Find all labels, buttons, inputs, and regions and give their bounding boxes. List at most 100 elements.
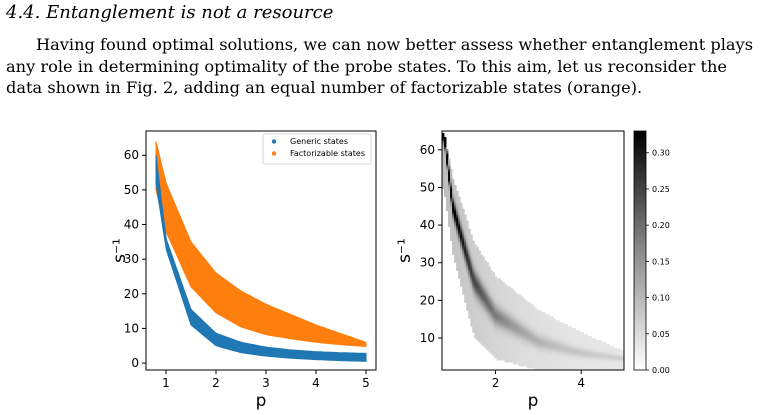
heatmap-cell — [482, 338, 485, 341]
heatmap-cell — [526, 334, 530, 337]
heatmap-cell — [492, 296, 495, 299]
heatmap-cell — [533, 348, 536, 351]
heatmap-cell — [444, 150, 447, 154]
heatmap-cell — [474, 266, 477, 269]
heatmap-cell — [537, 342, 540, 345]
heatmap-cell — [547, 318, 550, 321]
heatmap-cell — [565, 330, 568, 333]
heatmap-cell — [526, 332, 530, 335]
heatmap-cell — [446, 198, 449, 202]
heatmap-cell — [547, 344, 550, 347]
heatmap-cell — [464, 296, 467, 299]
heatmap-cell — [458, 276, 461, 279]
heatmap-cell — [526, 346, 530, 349]
heatmap-cell — [551, 338, 554, 341]
heatmap-cell — [462, 232, 465, 235]
heatmap-cell — [484, 336, 487, 339]
heatmap-cell — [581, 338, 584, 341]
heatmap-cell — [504, 344, 508, 347]
heatmap-cell — [486, 324, 489, 327]
heatmap-cell — [488, 312, 491, 315]
heatmap-cell — [486, 278, 489, 281]
heatmap-cell — [476, 330, 479, 333]
heatmap-cell — [591, 364, 595, 367]
heatmap-cell — [474, 328, 477, 331]
heatmap-cell — [492, 334, 495, 337]
heatmap-cell — [603, 350, 607, 353]
heatmap-cell — [589, 368, 593, 370]
heatmap-cell — [512, 314, 516, 317]
heatmap-cell — [508, 346, 512, 349]
heatmap-cell — [482, 308, 485, 311]
heatmap-cell — [593, 364, 597, 367]
heatmap-cell — [478, 338, 481, 341]
heatmap-cell — [514, 310, 518, 313]
heatmap-cell — [498, 284, 502, 287]
heatmap-cell — [466, 292, 469, 295]
heatmap-cell — [605, 348, 609, 351]
heatmap-cell — [575, 362, 578, 365]
heatmap-cell — [512, 338, 516, 341]
heatmap-cell — [528, 324, 532, 327]
heatmap-cell — [476, 292, 479, 295]
heatmap-cell — [619, 358, 623, 361]
heatmap-cell — [496, 300, 500, 303]
heatmap-cell — [581, 336, 584, 339]
heatmap-cell — [480, 302, 483, 305]
heatmap-cell — [549, 364, 552, 367]
heatmap-cell — [462, 264, 465, 267]
heatmap-cell — [486, 302, 489, 305]
heatmap-cell — [470, 250, 473, 253]
heatmap-cell — [514, 294, 518, 297]
y-tick-label: 60 — [124, 148, 139, 162]
heatmap-cell — [510, 338, 514, 341]
heatmap-cell — [460, 206, 463, 210]
heatmap-cell — [607, 352, 611, 355]
heatmap-cell — [549, 340, 552, 343]
heatmap-cell — [490, 344, 493, 347]
heatmap-cell — [541, 352, 544, 355]
heatmap-cell — [442, 154, 445, 158]
heatmap-cell — [557, 338, 560, 341]
heatmap-cell — [533, 344, 536, 347]
heatmap-cell — [476, 260, 479, 263]
heatmap-cell — [498, 328, 502, 331]
heatmap-cell — [528, 316, 532, 319]
heatmap-cell — [595, 366, 599, 369]
heatmap-cell — [530, 320, 534, 323]
heatmap-cell — [486, 292, 489, 295]
heatmap-cell — [456, 260, 459, 263]
heatmap-cell — [547, 342, 550, 345]
heatmap-cell — [464, 260, 467, 263]
heatmap-cell — [569, 348, 572, 351]
heatmap-cell — [454, 206, 457, 210]
heatmap-cell — [478, 276, 481, 279]
heatmap-cell — [488, 308, 491, 311]
heatmap-cell — [466, 252, 469, 255]
heatmap-cell — [524, 340, 528, 343]
heatmap-cell — [484, 278, 487, 281]
heatmap-cell — [597, 350, 601, 353]
heatmap-cell — [484, 296, 487, 299]
heatmap-cells — [442, 132, 624, 370]
heatmap-cell — [474, 296, 477, 299]
heatmap-cell — [484, 260, 487, 263]
heatmap-cell — [541, 346, 544, 349]
heatmap-cell — [460, 216, 463, 220]
heatmap-cell — [496, 330, 500, 333]
heatmap-cell — [526, 326, 530, 329]
heatmap-cell — [484, 334, 487, 337]
heatmap-cell — [526, 366, 530, 369]
heatmap-cell — [565, 360, 568, 363]
heatmap-cell — [478, 274, 481, 277]
heatmap-cell — [603, 356, 607, 359]
heatmap-cell — [494, 338, 497, 341]
heatmap-cell — [484, 304, 487, 307]
heatmap-cell — [472, 258, 475, 261]
heatmap-cell — [468, 298, 471, 301]
heatmap-cell — [581, 360, 584, 363]
heatmap-cell — [579, 342, 582, 345]
heatmap-cell — [512, 300, 516, 303]
heatmap-cell — [589, 358, 593, 361]
heatmap-cell — [535, 334, 538, 337]
